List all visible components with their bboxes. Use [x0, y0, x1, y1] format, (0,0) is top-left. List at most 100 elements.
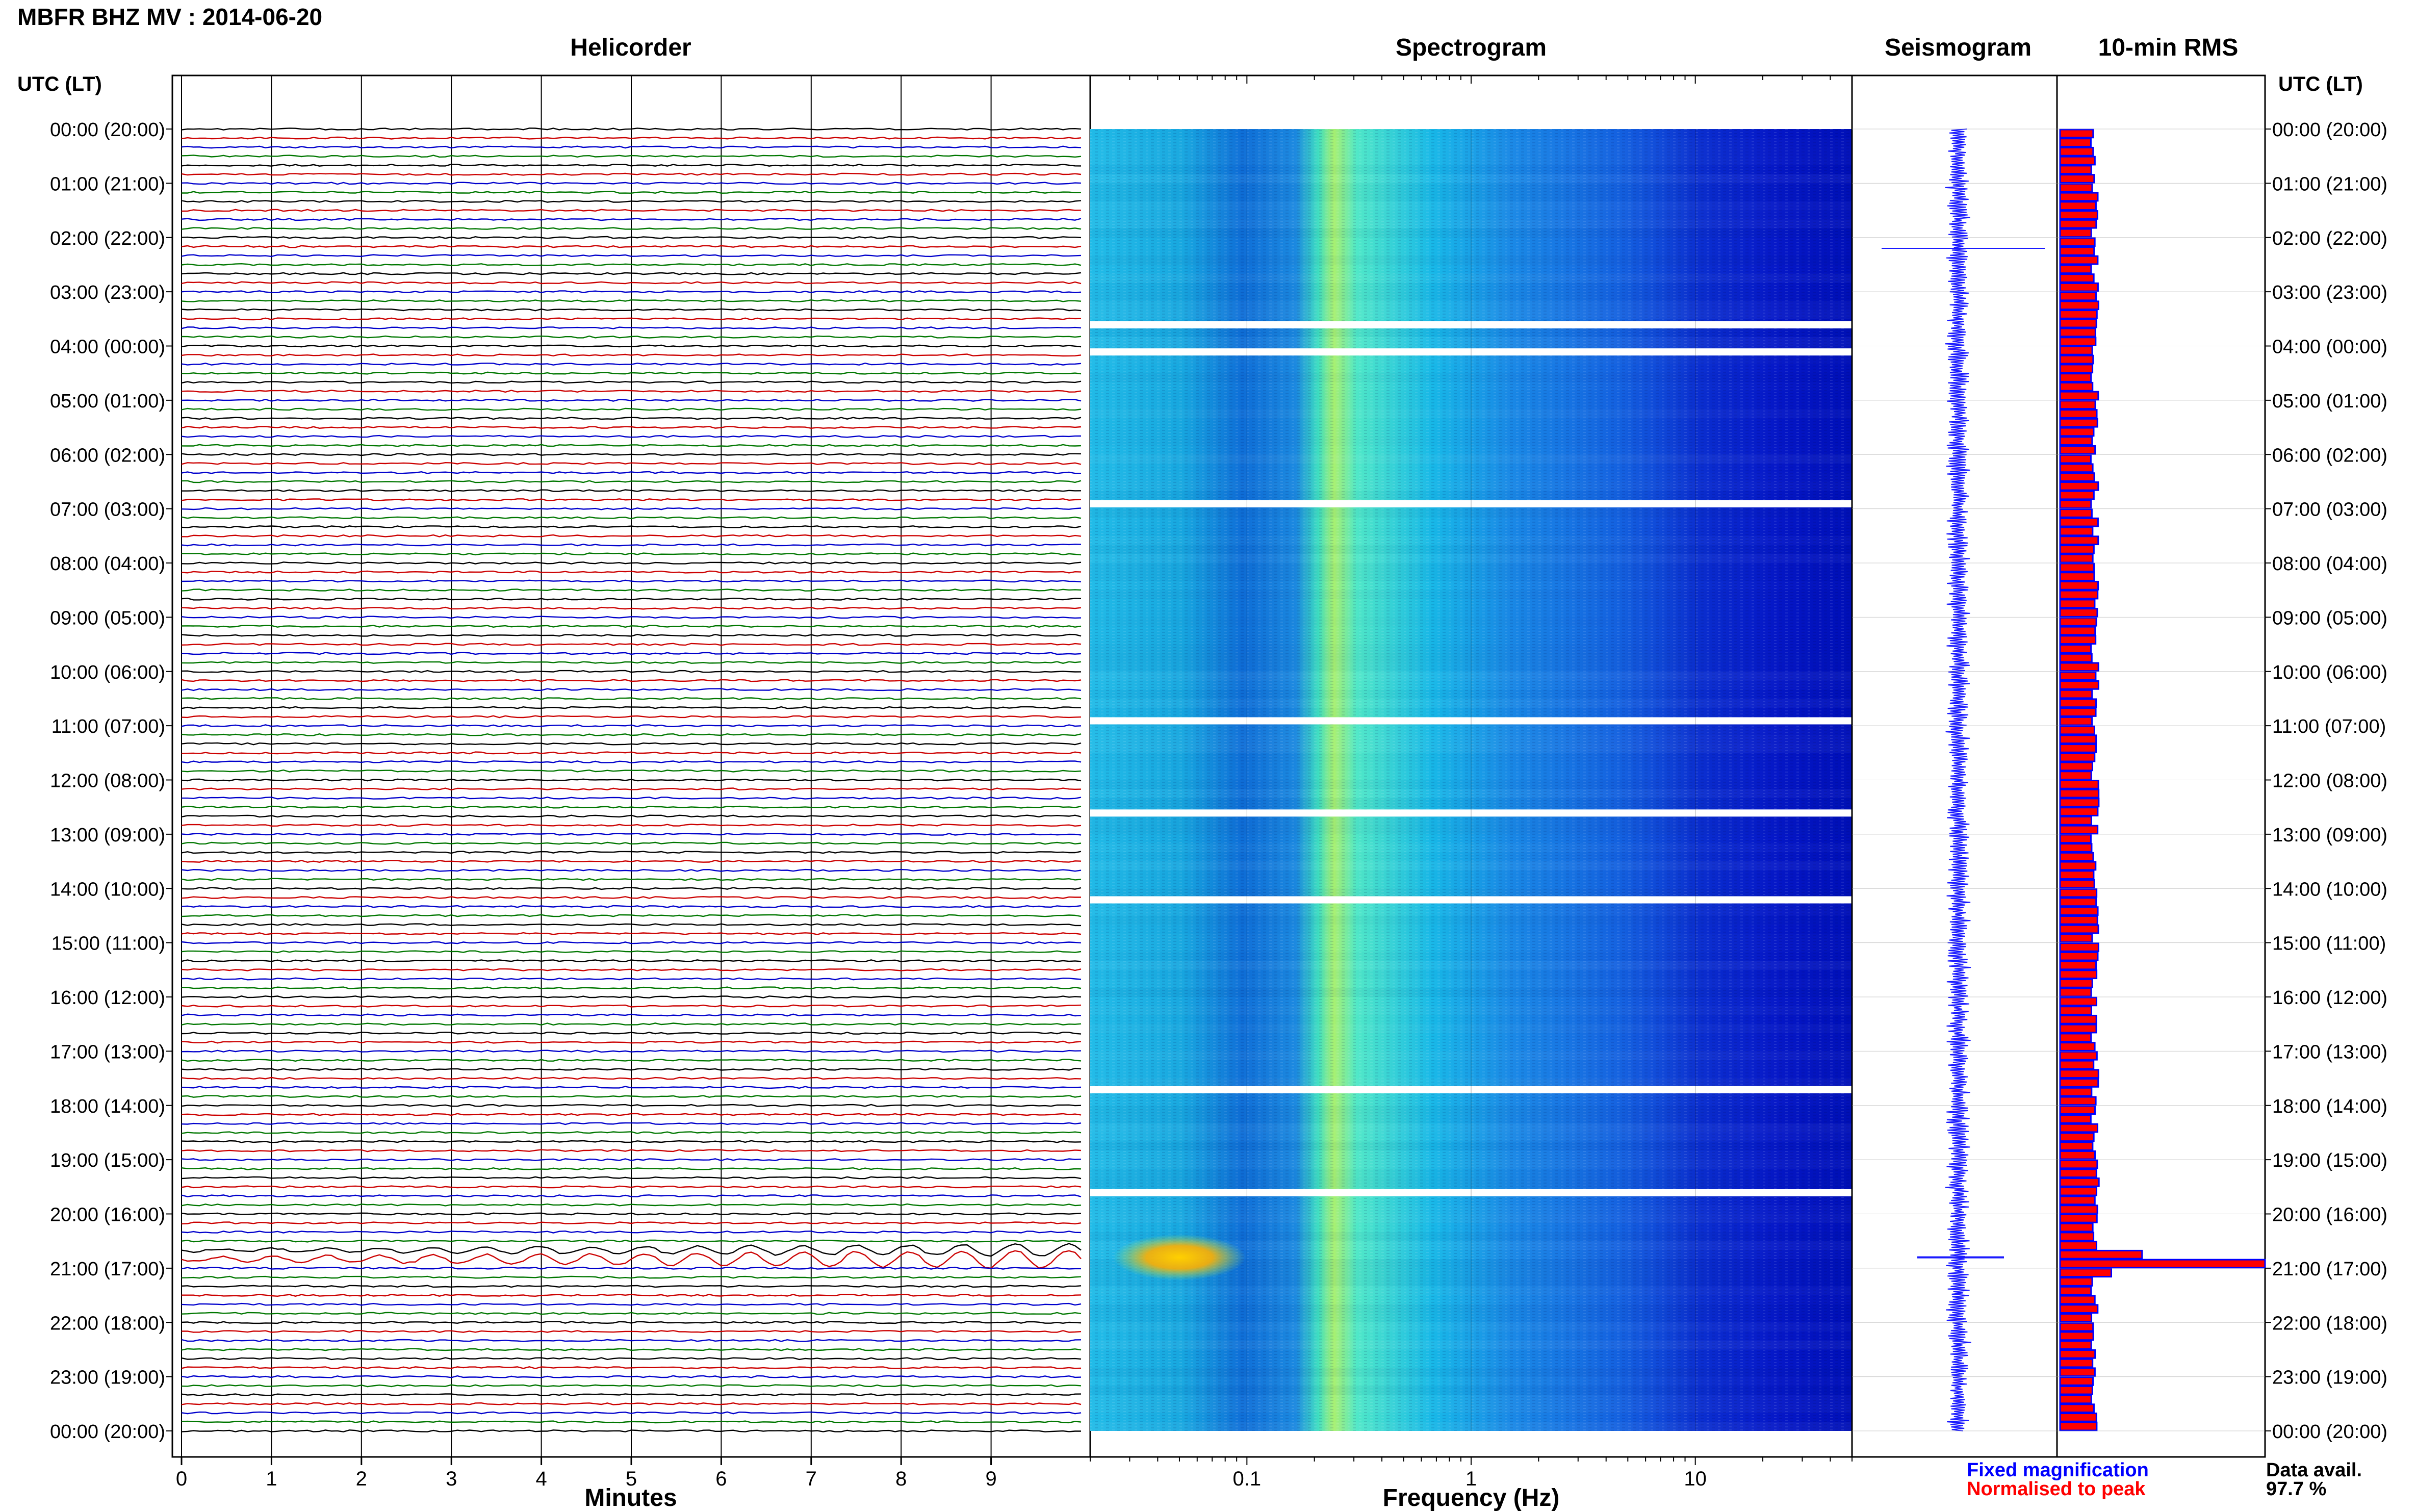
time-label-left: 16:00 (12:00): [50, 987, 165, 1009]
helicorder-tick-label: 7: [806, 1468, 817, 1490]
rms-bar: [2059, 400, 2096, 410]
spectrogram-row-shade: [1090, 671, 1852, 681]
helicorder-trace: [181, 145, 1082, 149]
rms-bar: [2059, 951, 2099, 961]
helicorder-trace: [181, 434, 1082, 438]
helicorder-trace: [181, 1022, 1082, 1026]
rms-bar: [2059, 427, 2095, 437]
helicorder-trace: [181, 995, 1082, 998]
time-label-right: 03:00 (23:00): [2272, 282, 2387, 303]
helicorder-trace: [181, 1420, 1082, 1424]
helicorder-trace: [181, 606, 1082, 610]
rms-bar: [2059, 707, 2097, 717]
spectrogram-tick-label: 10: [1684, 1468, 1707, 1490]
rms-bar: [2059, 1050, 2098, 1061]
helicorder-trace: [181, 1140, 1082, 1143]
rms-bar: [2059, 499, 2092, 509]
helicorder-tick-label: 5: [626, 1468, 637, 1490]
helicorder-x-ticks: 0 1 2 3 4 5 6 7 8 9: [176, 1457, 997, 1490]
rms-bar: [2059, 219, 2097, 229]
rms-bar: [2059, 1078, 2099, 1088]
rms-bar: [2059, 201, 2097, 211]
helicorder-trace: [181, 1285, 1082, 1288]
helicorder-trace: [181, 670, 1082, 673]
helicorder-trace: [181, 1149, 1082, 1152]
rms-bar: [2059, 1186, 2097, 1196]
helicorder-trace: [182, 1329, 1082, 1333]
station-title: MBFR BHZ MV : 2014-06-20: [17, 4, 323, 30]
helicorder-trace: [182, 796, 1082, 800]
helicorder-trace: [181, 1266, 1081, 1270]
rms-bar: [2059, 1394, 2092, 1404]
time-label-right: 23:00 (19:00): [2272, 1367, 2387, 1389]
rms-bar: [2059, 861, 2097, 871]
rms-bar: [2059, 1358, 2094, 1368]
rms-title: 10-min RMS: [2098, 34, 2239, 61]
helicorder-grid: [181, 75, 992, 1457]
time-label-left: 00:00 (20:00): [50, 1421, 165, 1443]
rms-bar: [2059, 969, 2098, 980]
rms-bar: [2059, 580, 2099, 591]
helicorder-trace: [181, 643, 1082, 646]
rms-bar: [2059, 924, 2099, 934]
rms-bar: [2059, 1259, 2266, 1269]
rms-bar: [2059, 1413, 2097, 1422]
spectrogram-gap: [1090, 1189, 1852, 1196]
time-label-left: 11:00 (07:00): [52, 716, 165, 737]
spectrogram-gap: [1090, 1086, 1852, 1093]
rms-bar: [2059, 644, 2092, 654]
spectrogram-row-shade: [1090, 1141, 1852, 1151]
rms-bar: [2059, 517, 2099, 527]
rms-bar: [2059, 1249, 2143, 1260]
helicorder-trace: [181, 868, 1082, 872]
helicorder-trace: [181, 254, 1082, 258]
helicorder-trace: [181, 426, 1082, 429]
helicorder-trace: [181, 199, 1082, 203]
rms-bar: [2059, 752, 2096, 762]
helicorder-trace: [182, 1294, 1082, 1297]
time-label-right: 06:00 (02:00): [2272, 445, 2387, 466]
helicorder-trace: [181, 625, 1082, 628]
rms-bar: [2059, 1331, 2094, 1341]
helicorder-trace: [181, 579, 1082, 583]
helicorder-trace: [181, 507, 1082, 510]
helicorder-tick-label: 6: [715, 1468, 727, 1490]
helicorder-trace: [181, 1122, 1082, 1125]
rms-bar: [2059, 1376, 2094, 1386]
helicorder-trace: [181, 1095, 1082, 1098]
helicorder-trace: [181, 163, 1082, 167]
rms-bar: [2059, 780, 2099, 789]
rms-bar: [2059, 318, 2097, 328]
helicorder-trace: [181, 353, 1082, 357]
time-label-right: 09:00 (05:00): [2272, 607, 2387, 629]
helicorder-tick-label: 9: [985, 1468, 996, 1490]
rms-bar: [2059, 1023, 2097, 1034]
time-label-left: 18:00 (14:00): [50, 1096, 165, 1117]
helicorder-trace: [181, 1131, 1082, 1134]
rms-bar: [2059, 1241, 2097, 1250]
rms-frame: [2056, 74, 2266, 1458]
helicorder-trace: [181, 1339, 1082, 1342]
rms-bar: [2059, 1060, 2095, 1070]
rms-bar: [2059, 237, 2096, 247]
rms-bar: [2059, 1014, 2097, 1024]
spectrogram-heatmap: [1090, 129, 1852, 1431]
helicorder-tick-label: 3: [446, 1468, 457, 1490]
rms-bar: [2059, 1177, 2100, 1187]
time-label-right: 21:00 (17:00): [2272, 1259, 2387, 1280]
helicorder-trace: [181, 155, 1082, 158]
helicorder-trace: [181, 1357, 1082, 1361]
rms-bar: [2059, 553, 2094, 563]
helicorder-trace: [182, 552, 1082, 556]
rms-bar: [2059, 635, 2097, 645]
rms-bar: [2059, 1403, 2095, 1414]
time-label-left: 17:00 (13:00): [50, 1041, 165, 1063]
helicorder-trace: [181, 724, 1082, 728]
helicorder-trace: [181, 968, 1082, 971]
rms-bar: [2059, 1195, 2096, 1206]
helicorder-trace: [181, 661, 1082, 664]
rms-bar: [2059, 843, 2093, 853]
time-label-left: 00:00 (20:00): [50, 119, 165, 141]
spectrogram-gap: [1090, 348, 1852, 356]
